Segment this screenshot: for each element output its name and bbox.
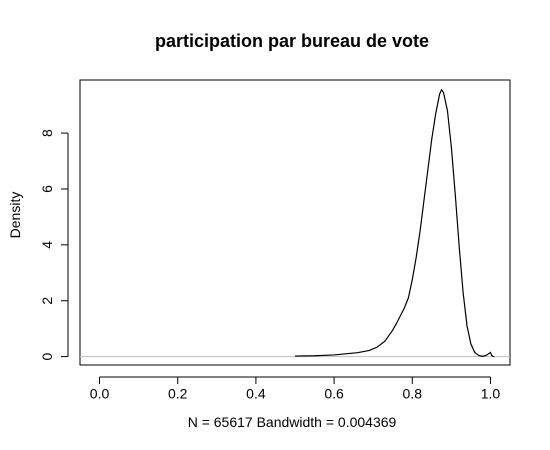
- x-tick-label: 0.4: [246, 385, 266, 401]
- y-tick-label: 4: [39, 241, 55, 249]
- chart-title: participation par bureau de vote: [155, 31, 429, 51]
- x-tick-label: 0.6: [324, 385, 344, 401]
- axes: 0.0 0.2 0.4 0.6 0.8 1.0 0 2 4 6 8: [39, 129, 500, 401]
- density-curve: [294, 88, 495, 358]
- y-tick-label: 6: [39, 185, 55, 193]
- x-axis-label: N = 65617 Bandwidth = 0.004369: [188, 414, 397, 430]
- x-tick-label: 0.0: [90, 385, 110, 401]
- y-axis-label: Density: [7, 192, 23, 239]
- x-tick-label: 0.2: [168, 385, 188, 401]
- y-tick-label: 8: [39, 129, 55, 137]
- y-tick-label: 0: [39, 353, 55, 361]
- y-tick-label: 2: [39, 297, 55, 305]
- x-tick-label: 0.8: [403, 385, 423, 401]
- x-tick-label: 1.0: [481, 385, 501, 401]
- plot-frame: [79, 79, 511, 366]
